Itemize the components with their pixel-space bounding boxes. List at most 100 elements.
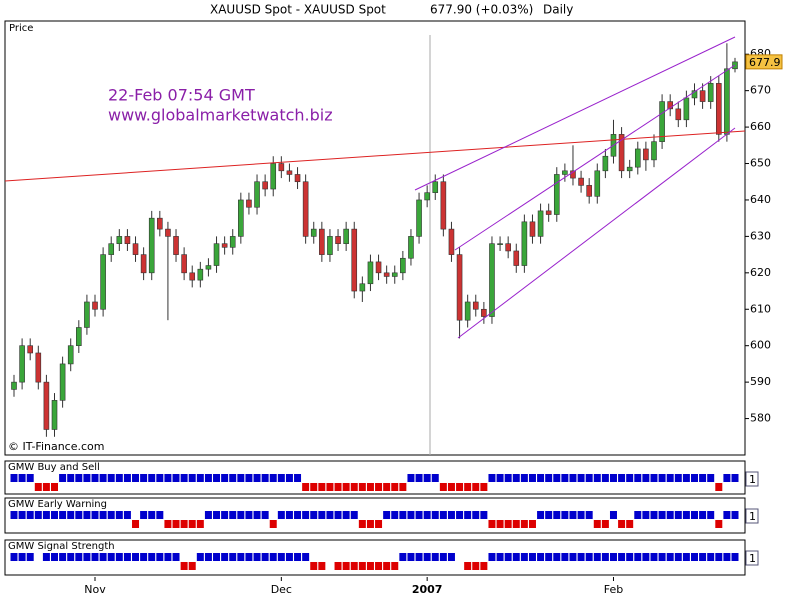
sell-square <box>375 562 383 570</box>
buy-square <box>302 511 310 519</box>
buy-square <box>26 553 34 561</box>
sell-square <box>391 562 399 570</box>
candle-body <box>124 236 131 244</box>
candle-body <box>570 170 576 179</box>
candle-body <box>165 228 171 237</box>
buy-square <box>626 553 634 561</box>
buy-square <box>34 511 42 519</box>
buy-square <box>407 474 415 482</box>
candle-body <box>667 101 673 110</box>
candle-body <box>432 181 439 193</box>
candle-body <box>310 228 317 237</box>
candle-body <box>456 254 463 321</box>
sell-square <box>350 483 358 491</box>
sell-square <box>180 562 188 570</box>
buy-square <box>213 474 221 482</box>
candle-body <box>375 261 382 274</box>
buy-square <box>520 474 528 482</box>
buy-square <box>569 553 577 561</box>
sell-square <box>456 483 464 491</box>
buy-square <box>148 474 156 482</box>
buy-square <box>318 511 326 519</box>
buy-square <box>464 511 472 519</box>
buy-square <box>83 553 91 561</box>
sell-square <box>188 520 196 528</box>
buy-square <box>723 511 731 519</box>
candle-body <box>286 170 293 175</box>
buy-square <box>221 553 229 561</box>
buy-square <box>439 511 447 519</box>
buy-square <box>253 474 261 482</box>
candle-body <box>157 217 163 230</box>
sell-square <box>472 562 480 570</box>
candle-body <box>343 228 349 244</box>
buy-square <box>415 474 423 482</box>
buy-square <box>585 511 593 519</box>
buy-square <box>731 474 739 482</box>
candle-body <box>553 174 560 215</box>
buy-square <box>634 553 642 561</box>
buy-square <box>488 553 496 561</box>
buy-square <box>383 511 391 519</box>
buy-square <box>618 553 626 561</box>
indicator-name: GMW Signal Strength <box>8 541 115 552</box>
buy-square <box>439 553 447 561</box>
candle-body <box>100 254 106 310</box>
buy-square <box>285 553 293 561</box>
candle-body <box>189 272 196 281</box>
candle-body <box>416 199 422 237</box>
y-tick-label: 600 <box>750 339 771 352</box>
buy-square <box>277 511 285 519</box>
buy-square <box>553 474 561 482</box>
candle-body <box>440 181 447 230</box>
buy-square <box>342 511 350 519</box>
buy-square <box>18 474 26 482</box>
buy-square <box>512 553 520 561</box>
candle-body <box>448 228 455 255</box>
sell-square <box>715 520 723 528</box>
buy-square <box>148 553 156 561</box>
sell-square <box>496 520 504 528</box>
sell-square <box>375 483 383 491</box>
buy-square <box>51 553 59 561</box>
buy-square <box>237 511 245 519</box>
buy-square <box>91 474 99 482</box>
buy-square <box>585 553 593 561</box>
buy-square <box>528 553 536 561</box>
candle-body <box>319 228 325 255</box>
sell-square <box>601 520 609 528</box>
candle-body <box>391 272 398 277</box>
buy-square <box>537 474 545 482</box>
buy-square <box>294 511 302 519</box>
sell-square <box>132 520 140 528</box>
buy-square <box>577 511 585 519</box>
buy-square <box>42 553 50 561</box>
candle-body <box>643 148 649 161</box>
buy-square <box>188 474 196 482</box>
candle-body <box>562 170 568 175</box>
buy-square <box>512 474 520 482</box>
sell-square <box>528 520 536 528</box>
buy-square <box>42 511 50 519</box>
buy-square <box>67 511 75 519</box>
candle-body <box>221 243 228 248</box>
buy-square <box>302 553 310 561</box>
candle-body <box>181 254 187 274</box>
buy-square <box>107 553 115 561</box>
buy-square <box>196 553 204 561</box>
buy-square <box>294 553 302 561</box>
buy-square <box>715 553 723 561</box>
sell-square <box>520 520 528 528</box>
buy-square <box>229 511 237 519</box>
sell-square <box>164 520 172 528</box>
buy-square <box>107 511 115 519</box>
buy-square <box>245 511 253 519</box>
buy-square <box>642 553 650 561</box>
candle-body <box>27 345 34 354</box>
buy-square <box>674 553 682 561</box>
buy-square <box>593 553 601 561</box>
buy-square <box>26 511 34 519</box>
level-box <box>745 550 759 566</box>
buy-square <box>666 553 674 561</box>
